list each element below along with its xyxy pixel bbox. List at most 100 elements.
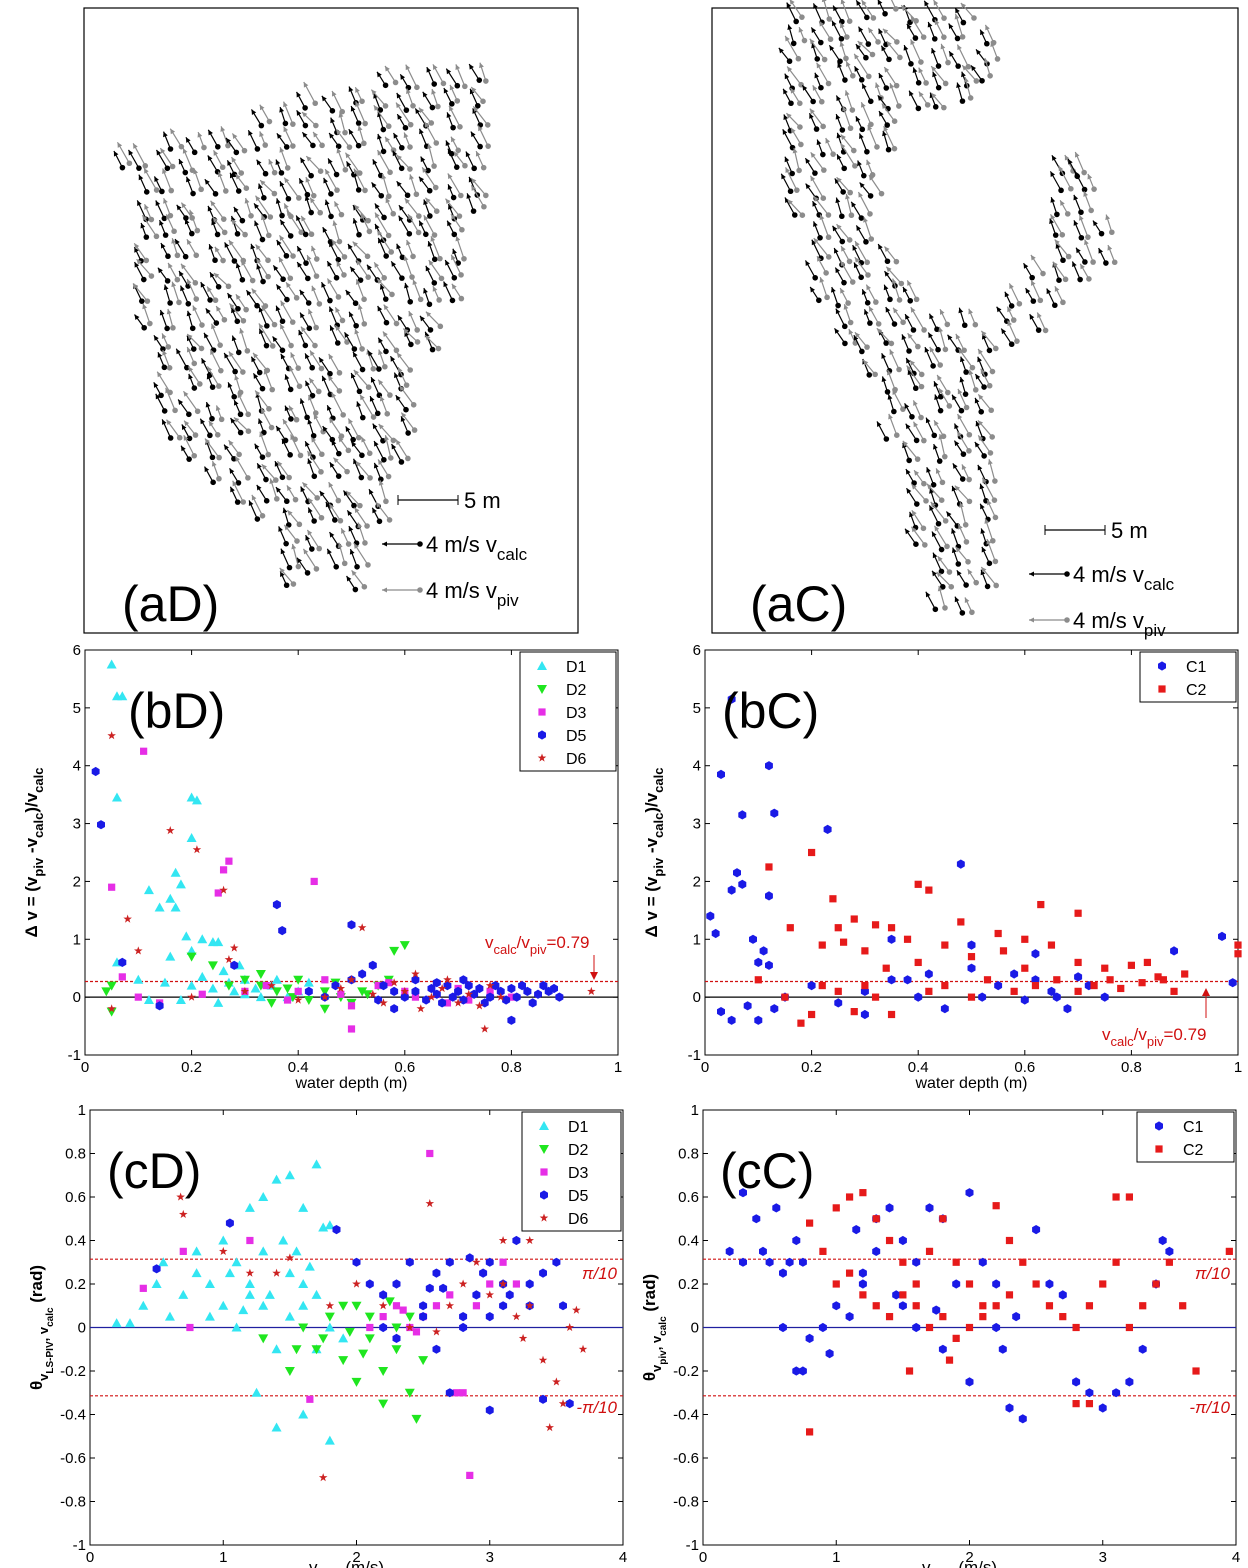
vcalc-dot [138, 298, 145, 304]
vcalc-arrow-head [423, 199, 428, 206]
point-c1 [994, 981, 1003, 991]
vcalc-dot [959, 98, 966, 104]
point-d2 [258, 1334, 269, 1344]
vpiv-arrow-head [337, 542, 343, 549]
vcalc-dot [355, 187, 362, 193]
vpiv-dot [939, 479, 946, 486]
vcalc-arrow-head [254, 443, 260, 450]
vcalc-dot [327, 370, 333, 377]
vpiv-arrow-head [232, 480, 238, 487]
vpiv-arrow-head [934, 525, 940, 532]
vpiv-arrow-head [889, 83, 895, 89]
point-c2 [885, 1236, 894, 1245]
vpiv-arrow-head [836, 177, 842, 183]
vpiv-dot [317, 209, 324, 216]
vpiv-arrow-head [957, 388, 963, 395]
vcalc-dot [932, 606, 939, 613]
vpiv-dot [1086, 276, 1092, 282]
vpiv-arrow-head [261, 464, 267, 470]
vpiv-dot [289, 319, 296, 325]
vcalc-arrow-head [419, 176, 425, 183]
vcalc-dot [308, 209, 314, 216]
vpiv-arrow-head [1064, 154, 1070, 161]
vpiv-arrow-head [134, 243, 140, 249]
point-d6 [572, 1305, 581, 1314]
vcalc-dot [913, 437, 920, 444]
vcalc-dot [356, 231, 362, 238]
vpiv-dot [1111, 259, 1118, 266]
y-tick-label: 0.8 [678, 1146, 699, 1163]
vpiv-dot [455, 147, 462, 154]
ratio-arrowhead [590, 972, 598, 980]
point-c1 [799, 1257, 807, 1267]
ratio-annotation: vcalc/vpiv=0.79 [485, 933, 590, 957]
vpiv-arrow-head [1031, 280, 1036, 286]
point-d5 [352, 1257, 361, 1267]
vpiv-arrow-head [863, 217, 868, 223]
vcalc-dot [143, 189, 150, 195]
vpiv-arrow-head [160, 148, 166, 154]
vcalc-dot [160, 346, 166, 352]
vpiv-dot [296, 521, 303, 528]
vcalc-arrow-head [350, 106, 356, 112]
vcalc-arrow-head [834, 248, 839, 254]
vpiv-arrow-head [384, 435, 390, 441]
vpiv-arrow-head [986, 539, 992, 545]
vpiv-dot [961, 347, 967, 354]
point-d1 [175, 995, 186, 1005]
vpiv-arrow-head [186, 346, 192, 353]
vcalc-dot [383, 253, 389, 259]
vcalc-arrow-head [906, 357, 911, 364]
vpiv-arrow-head [231, 157, 237, 163]
vpiv-arrow-head [937, 374, 942, 381]
text-part: =0.79 [1163, 1025, 1206, 1044]
vpiv-arrow-head [336, 129, 342, 135]
vcalc-arrow-head [305, 353, 310, 359]
point-d5 [422, 995, 431, 1005]
vpiv-dot [458, 192, 464, 199]
y-tick-label: 6 [693, 642, 701, 659]
vpiv-arrow-head [232, 133, 238, 139]
vcalc-arrow-head [878, 244, 883, 250]
panel-label: (aD) [122, 576, 219, 632]
point-d6 [219, 885, 228, 894]
vpiv-dot [820, 195, 827, 202]
vcalc-dot [431, 256, 438, 263]
point-d6 [192, 845, 202, 854]
vcalc-arrow-head [374, 440, 379, 447]
vcalc-dot [185, 301, 192, 307]
vpiv-dot [393, 320, 400, 327]
vcalc-dot [909, 413, 915, 420]
vpiv-dot [1091, 186, 1097, 192]
vcalc-arrow-head [325, 501, 331, 508]
point-d3 [499, 1258, 507, 1266]
point-c2 [1045, 1302, 1054, 1310]
point-c1 [858, 1279, 867, 1289]
vcalc-arrow-head [814, 72, 820, 79]
vcalc-arrow-head [1073, 220, 1079, 226]
vcalc-dot [167, 435, 174, 441]
point-c1 [1063, 1004, 1072, 1014]
vcalc-arrow-head [153, 335, 159, 341]
vpiv-arrow-head [1083, 191, 1089, 197]
vcalc-dot [818, 84, 824, 91]
vcalc-arrow-head [928, 332, 933, 339]
vpiv-dot [820, 123, 826, 130]
point-d3 [472, 1302, 481, 1310]
point-c1 [965, 1188, 974, 1198]
vpiv-dot [286, 474, 292, 481]
vcalc-dot [285, 522, 292, 528]
vcalc-dot [263, 476, 269, 483]
vcalc-arrow-head [946, 511, 952, 517]
vcalc-arrow-head [1046, 288, 1052, 295]
vcalc-dot [333, 275, 340, 281]
vpiv-arrow-head [968, 369, 974, 376]
vcalc-arrow-head [347, 243, 353, 250]
point-c1 [1228, 978, 1237, 988]
vpiv-dot [346, 144, 353, 150]
vcalc-arrow-head [353, 351, 358, 358]
vcalc-arrow-head [836, 132, 842, 139]
vpiv-dot [1014, 338, 1020, 344]
vpiv-dot [365, 384, 372, 390]
vcalc-arrow-head [186, 176, 191, 183]
